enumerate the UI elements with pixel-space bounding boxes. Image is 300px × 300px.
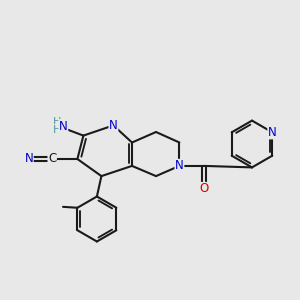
Text: N: N [175,159,184,172]
Text: N: N [24,152,33,166]
Text: H: H [52,124,61,135]
Text: N: N [109,119,118,132]
Text: N: N [268,126,277,139]
Text: C: C [48,152,56,166]
Text: H: H [52,117,61,128]
Text: O: O [200,182,208,196]
Text: N: N [59,119,68,133]
